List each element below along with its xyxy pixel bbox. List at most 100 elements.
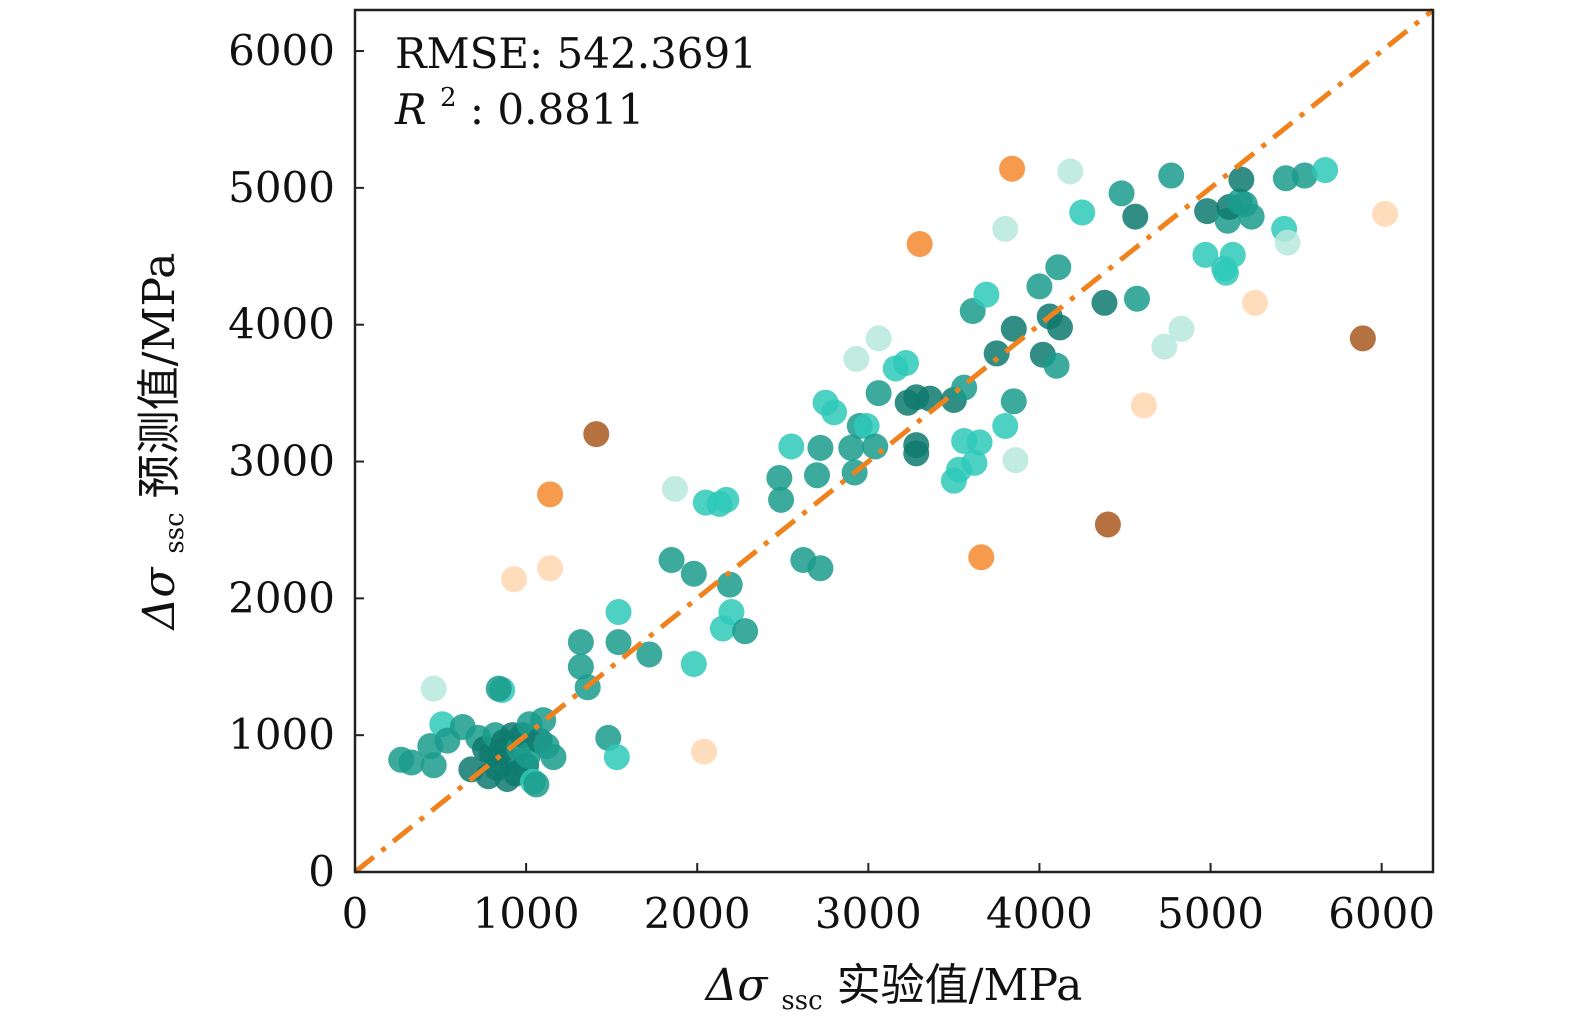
data-point-96 <box>999 155 1026 182</box>
y-tick-label-6: 6000 <box>228 26 335 75</box>
data-point-58 <box>766 464 793 491</box>
data-point-38 <box>537 481 564 508</box>
data-point-48 <box>680 560 707 587</box>
data-point-47 <box>661 475 688 502</box>
data-point-33 <box>540 744 567 771</box>
data-point-130 <box>1274 229 1301 256</box>
data-point-91 <box>968 544 995 571</box>
data-point-98 <box>1000 388 1027 415</box>
data-point-134 <box>1349 325 1376 352</box>
data-point-46 <box>658 547 685 574</box>
data-point-68 <box>838 434 865 461</box>
y-axis-subscript: ssc <box>160 512 190 553</box>
data-point-42 <box>603 744 630 771</box>
data-point-112 <box>1123 285 1150 312</box>
data-point-60 <box>778 433 805 460</box>
data-point-59 <box>768 486 795 513</box>
data-point-72 <box>862 433 889 460</box>
data-point-92 <box>973 281 1000 308</box>
data-points <box>388 155 1399 798</box>
rmse-annotation: RMSE: 542.3691 <box>395 29 757 78</box>
data-point-76 <box>892 350 919 377</box>
data-point-99 <box>1002 447 1029 474</box>
data-point-133 <box>1312 157 1339 184</box>
data-point-116 <box>1168 315 1195 342</box>
data-point-110 <box>1108 180 1135 207</box>
data-point-113 <box>1130 392 1157 419</box>
y-tick-label-0: 0 <box>308 847 335 896</box>
data-point-44 <box>605 629 632 656</box>
reference-line-y-equals-x <box>353 8 1435 874</box>
x-axis-subscript: ssc <box>781 986 822 1016</box>
data-point-125 <box>1228 166 1255 193</box>
r2-symbol: R <box>394 85 427 134</box>
data-point-123 <box>1219 241 1246 268</box>
x-tick-label-1: 1000 <box>473 889 580 938</box>
data-point-67 <box>843 345 870 372</box>
data-point-45 <box>636 641 663 668</box>
data-point-1 <box>398 749 425 776</box>
data-point-39 <box>537 555 564 582</box>
data-point-93 <box>983 340 1010 367</box>
data-point-35 <box>567 653 594 680</box>
data-point-106 <box>1057 158 1084 185</box>
data-point-57 <box>732 618 759 645</box>
data-point-4 <box>420 675 447 702</box>
y-tick-label-1: 1000 <box>228 710 335 759</box>
data-point-34 <box>567 629 594 656</box>
data-point-111 <box>1122 203 1149 230</box>
y-axis-ticks: 0 1000 2000 3000 4000 5000 6000 <box>228 26 364 896</box>
y-tick-label-5: 5000 <box>228 163 335 212</box>
data-point-73 <box>865 325 892 352</box>
data-point-37 <box>583 421 610 448</box>
data-point-56 <box>718 599 745 626</box>
data-point-29 <box>523 771 550 798</box>
data-point-3 <box>420 752 447 779</box>
data-point-118 <box>1194 198 1221 225</box>
data-point-114 <box>1151 333 1178 360</box>
x-tick-label-2: 2000 <box>644 889 751 938</box>
data-point-135 <box>1372 200 1399 227</box>
data-point-90 <box>966 429 993 456</box>
plot-frame <box>353 8 1435 874</box>
data-point-128 <box>1242 289 1269 316</box>
y-axis-title: Δσ ssc 预测值/MPa <box>134 253 194 632</box>
x-tick-label-5: 5000 <box>1157 889 1264 938</box>
y-tick-label-2: 2000 <box>228 573 335 622</box>
r2-superscript: 2 <box>440 83 457 113</box>
data-point-43 <box>605 599 632 626</box>
data-point-127 <box>1238 203 1265 230</box>
data-point-89 <box>961 449 988 476</box>
data-point-71 <box>853 412 880 439</box>
data-point-81 <box>906 230 933 257</box>
data-point-55 <box>716 571 743 598</box>
data-point-40 <box>501 566 528 593</box>
data-point-107 <box>1069 199 1096 226</box>
x-tick-label-0: 0 <box>342 889 369 938</box>
x-axis-ticks: 0 1000 2000 3000 4000 5000 6000 <box>342 863 1435 938</box>
x-tick-label-4: 4000 <box>986 889 1093 938</box>
data-point-117 <box>1192 241 1219 268</box>
y-axis-delta: Δσ <box>134 566 185 632</box>
data-point-64 <box>807 434 834 461</box>
y-tick-label-3: 3000 <box>228 437 335 486</box>
data-point-63 <box>807 555 834 582</box>
r2-value: : 0.8811 <box>470 85 644 134</box>
data-point-53 <box>713 486 740 513</box>
x-tick-label-6: 6000 <box>1328 889 1435 938</box>
r2-annotation: R 2 : 0.8811 <box>394 67 644 134</box>
x-tick-label-3: 3000 <box>815 889 922 938</box>
data-point-80 <box>903 440 930 467</box>
x-axis-delta: Δσ <box>704 960 770 1011</box>
data-point-94 <box>992 412 1019 439</box>
data-point-50 <box>691 738 718 765</box>
data-point-105 <box>1046 314 1073 341</box>
data-point-97 <box>1000 315 1027 342</box>
data-point-66 <box>821 399 848 426</box>
data-point-115 <box>1158 162 1185 189</box>
data-point-17 <box>485 675 512 702</box>
data-point-74 <box>865 380 892 407</box>
data-point-132 <box>1291 162 1318 189</box>
x-axis-text: 实验值/MPa <box>837 960 1083 1011</box>
x-axis-title: Δσ ssc 实验值/MPa <box>704 960 1083 1020</box>
